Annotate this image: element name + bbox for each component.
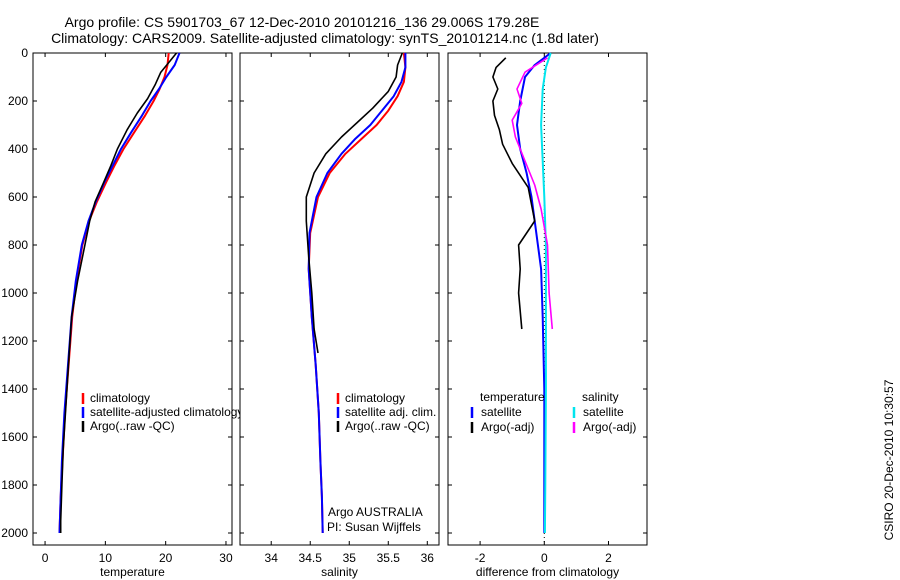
credit-line1: Argo AUSTRALIA	[328, 505, 423, 519]
difference-series-0	[516, 52, 552, 533]
temperature-xtick-label: 10	[99, 551, 113, 565]
temperature-legend-label: satellite-adjusted climatology	[90, 405, 243, 419]
salinity-plot-frame	[239, 52, 440, 546]
temperature-xtick-label: 0	[42, 551, 49, 565]
difference-legend-label: Argo(-adj)	[481, 420, 534, 434]
figure-title-line2: Climatology: CARS2009. Satellite-adjuste…	[51, 30, 599, 46]
salinity-series-2	[305, 52, 404, 354]
temperature-ytick-label: 1600	[1, 430, 28, 444]
credit-block: Argo AUSTRALIA PI: Susan Wijffels	[327, 505, 423, 534]
credit-line2: PI: Susan Wijffels	[327, 520, 421, 534]
side-timestamp-label: CSIRO 20-Dec-2010 10:30:57	[882, 379, 896, 540]
figure-title-line1: Argo profile: CS 5901703_67 12-Dec-2010 …	[65, 14, 540, 30]
temperature-ytick-label: 400	[8, 142, 28, 156]
temperature-ytick-label: 200	[8, 94, 28, 108]
temperature-series-2	[59, 52, 178, 533]
salinity-xlabel: salinity	[321, 565, 358, 579]
temperature-ytick-label: 0	[21, 46, 28, 60]
temperature-ytick-label: 1200	[1, 334, 28, 348]
temperature-ytick-label: 2000	[1, 526, 28, 540]
temperature-ytick-label: 1000	[1, 286, 28, 300]
salinity-profile-panel: 34 34.5 35 35.5 36 salinity climatologysatelli…	[239, 52, 440, 579]
temperature-xlabel: temperature	[100, 565, 165, 579]
salinity-legend-label: climatology	[345, 391, 405, 405]
difference-xtick-label: 0	[541, 551, 548, 565]
difference-legend-title-temperature: temperature	[480, 390, 545, 404]
salinity-xtick-label: 34	[265, 551, 279, 565]
temperature-profile-panel: 0 10 20 30 0 200 400 600 800 1000 1200 1400 1600 1800…	[1, 46, 243, 579]
difference-xtick-label: -2	[475, 551, 486, 565]
temperature-legend-label: Argo(..raw -QC)	[90, 419, 175, 433]
difference-legend-label: Argo(-adj)	[583, 420, 636, 434]
salinity-legend-label: Argo(..raw -QC)	[345, 419, 430, 433]
salinity-xtick-label: 34.5	[299, 551, 323, 565]
difference-xtick-label: 2	[605, 551, 612, 565]
temperature-ytick-label: 1800	[1, 478, 28, 492]
temperature-ytick-label: 800	[8, 238, 28, 252]
temperature-xtick-label: 30	[219, 551, 233, 565]
salinity-xtick-label: 35.5	[377, 551, 401, 565]
difference-xlabel: difference from climatology	[476, 565, 619, 579]
temperature-ytick-label: 1400	[1, 382, 28, 396]
difference-series-1	[492, 57, 536, 330]
salinity-xtick-label: 36	[421, 551, 435, 565]
salinity-xtick-label: 35	[343, 551, 357, 565]
difference-legend-label: satellite	[583, 405, 624, 419]
difference-legend-title-salinity: salinity	[582, 390, 619, 404]
temperature-xtick-label: 20	[159, 551, 173, 565]
difference-series-3	[511, 57, 554, 330]
temperature-ytick-label: 600	[8, 190, 28, 204]
difference-series-2	[540, 52, 552, 534]
difference-plot-frame	[447, 52, 648, 546]
salinity-legend-label: satellite adj. clim.	[345, 405, 436, 419]
temperature-legend-label: climatology	[90, 391, 150, 405]
salinity-series-1	[307, 53, 407, 534]
difference-legend-label: satellite	[481, 405, 522, 419]
